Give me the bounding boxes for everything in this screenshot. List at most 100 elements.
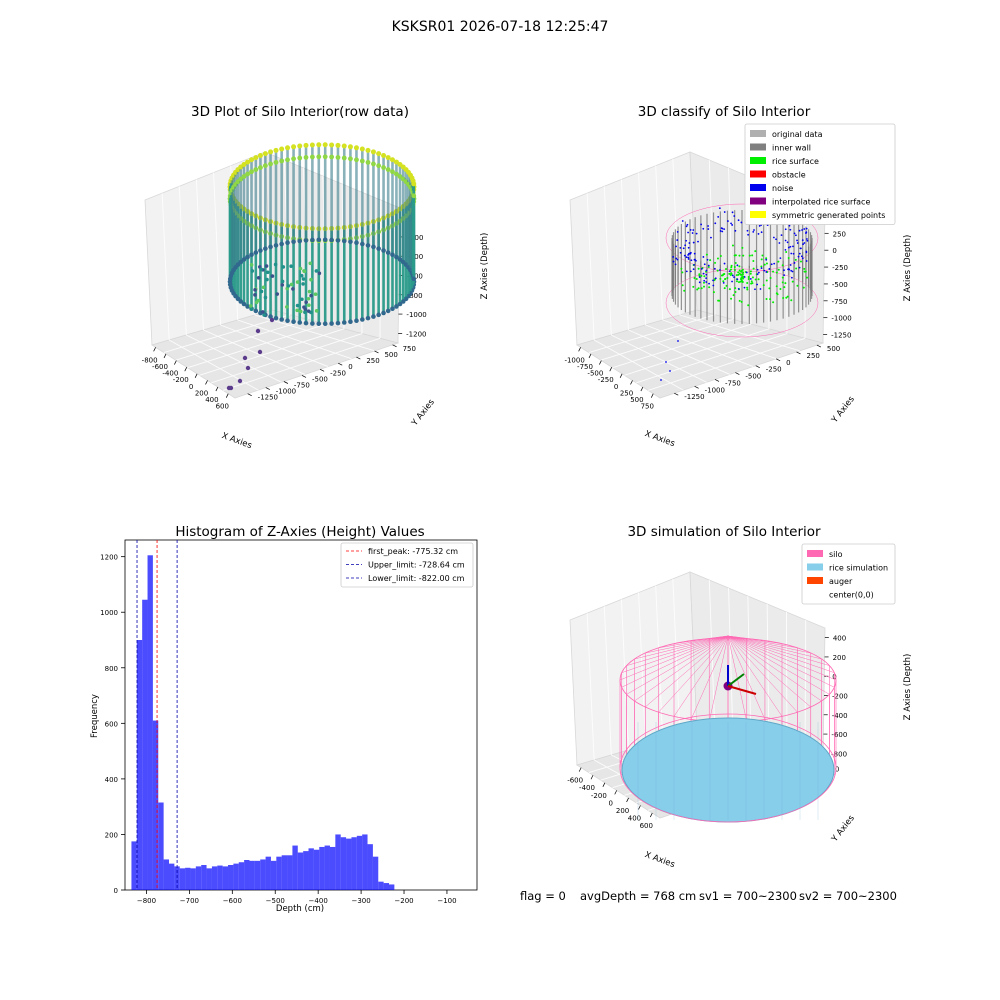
plot1-ytick-label: -250 — [330, 369, 346, 377]
plot1-interior-point — [299, 267, 303, 271]
plot3-xtick-label: −300 — [351, 897, 370, 905]
plot1-top-point — [274, 148, 279, 153]
plot2-rice-point — [742, 273, 744, 275]
plot3-bar — [309, 848, 314, 890]
plot3-bar — [266, 857, 271, 890]
plot2-noise-point — [677, 231, 679, 233]
plot1-interior-point — [307, 309, 311, 313]
plot4-legend-label: auger — [829, 577, 853, 586]
plot1-interior-point — [296, 304, 300, 308]
plot1-upper-point — [342, 156, 347, 161]
plot1-bottom-point — [360, 317, 365, 322]
plot4-legend-label: silo — [829, 550, 843, 559]
plot3-bar — [223, 866, 228, 890]
plot2-rice-point — [738, 265, 740, 267]
plot3-xtick-label: −700 — [180, 897, 199, 905]
plot2-rice-point — [761, 255, 763, 257]
plot2-noise-point — [690, 229, 692, 231]
plot3-bar — [228, 865, 233, 890]
plot2-ytick-mark — [776, 359, 780, 361]
plot3-bar — [153, 721, 158, 890]
plot2-noise-point — [759, 225, 761, 227]
plot1-ytick-mark — [320, 369, 324, 371]
plot1-bottom-point — [329, 321, 334, 326]
plot2-rice-point — [733, 294, 735, 296]
plot2-noise-point — [700, 224, 702, 226]
plot2-noise-point — [806, 228, 808, 230]
plot2-rice-point — [777, 293, 779, 295]
plot2-ytick-label: -1250 — [684, 393, 704, 401]
plot2-noise-point — [701, 268, 703, 270]
plot4-xtick-mark — [591, 775, 593, 779]
plot2-noise-point — [712, 285, 714, 287]
plot1-upper-point — [310, 155, 315, 160]
plot2-ytick-mark — [715, 379, 719, 381]
plot2-rice-point — [777, 261, 779, 263]
plot1-xtick-mark — [195, 374, 197, 378]
plot1-upper-point — [258, 165, 263, 170]
plot1-top-point — [249, 157, 254, 162]
plot2-noise-point — [799, 267, 801, 269]
plot1-top-point — [354, 145, 359, 150]
plot1-interior-point — [253, 293, 257, 297]
plot2-ytick-label: -1000 — [705, 386, 725, 394]
plot3-bar — [373, 857, 378, 890]
plot2-noise-point — [688, 247, 690, 249]
plot4-xtick-mark — [650, 813, 652, 817]
plot3-ytick-label: 400 — [105, 776, 118, 784]
plot1-top-point — [376, 151, 381, 156]
plot2-rice-point — [734, 266, 736, 268]
plot2-noise-point — [793, 253, 795, 255]
plot2-noise-point — [672, 256, 674, 258]
plot4-ztick-label: -600 — [831, 731, 847, 739]
plot2-rice-point — [785, 297, 787, 299]
plot1-bottom-point — [297, 320, 302, 325]
plot2-noise-point — [734, 230, 736, 232]
plot2-rice-point — [746, 287, 748, 289]
plot1-bottom-point — [316, 321, 321, 326]
plot1-xtick-label: 0 — [189, 383, 193, 391]
plot2-rice-point — [754, 250, 756, 252]
plot4-xtick-label: 0 — [608, 799, 612, 807]
plot2-rice-point — [698, 268, 700, 270]
plot2-ytick-mark — [674, 393, 678, 395]
plot1-ytick-mark — [284, 382, 288, 384]
plot2-noise-point — [731, 224, 733, 226]
plot2-noise-point — [679, 247, 681, 249]
plot2-rice-point — [746, 288, 748, 290]
plot1-ytick-mark — [374, 351, 378, 353]
plot1-interior-point — [287, 284, 291, 288]
plot1-upper-point — [348, 156, 353, 161]
plot2-noise-point — [688, 242, 690, 244]
plot2-noise-point — [696, 233, 698, 235]
plot1-top-point — [253, 155, 258, 160]
plot3-bar — [314, 850, 319, 890]
plot2-rice-point — [726, 277, 728, 279]
plot2-noise-point — [802, 239, 804, 241]
plot2-noise-point — [790, 246, 792, 248]
plot2-rice-point — [782, 297, 784, 299]
plot2-noise-point — [789, 225, 791, 227]
plot2-rice-point — [732, 245, 734, 247]
plot2-noise-point — [788, 268, 790, 270]
plot3-bar — [158, 803, 163, 891]
plot2-ytick-label: 500 — [827, 345, 840, 353]
plot1-ylabel: Y Axies — [409, 397, 437, 429]
plot2-noise-point — [719, 207, 721, 209]
plot2-noise-point — [789, 229, 791, 231]
plot2-noise-point — [733, 276, 735, 278]
plot2-rice-point — [741, 276, 743, 278]
plot2-rice-point — [708, 286, 710, 288]
plot2-rice-point — [719, 278, 721, 280]
plot3-bar — [131, 841, 136, 890]
plot2-rice-point — [796, 285, 798, 287]
plot2-noise-point — [682, 220, 684, 222]
plot1-zlabel: Z Axies (Depth) — [480, 233, 490, 300]
plot2-noise-point — [798, 256, 800, 258]
plot2-noise-point — [691, 259, 693, 261]
plot3-ytick-label: 200 — [105, 831, 118, 839]
plot2-noise-point — [714, 222, 716, 224]
plot1-interior-point — [309, 294, 313, 298]
plot1-top-point — [335, 143, 340, 148]
